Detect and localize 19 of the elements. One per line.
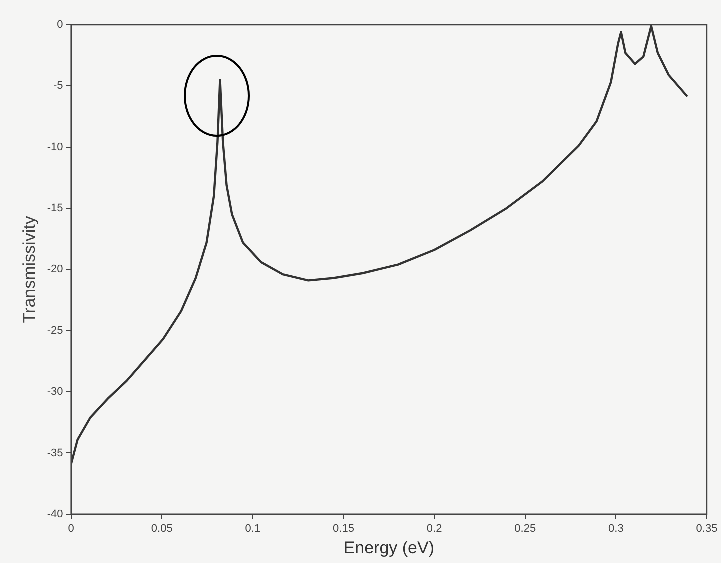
x-tick-label: 0.3 xyxy=(608,523,624,536)
y-tick-label: 0 xyxy=(57,19,64,32)
y-tick-label: -40 xyxy=(47,508,64,520)
y-tick-label: -15 xyxy=(47,202,64,215)
y-tick-label: -5 xyxy=(54,80,64,92)
x-tick-label: 0.15 xyxy=(333,523,354,536)
x-tick-label: 0.35 xyxy=(696,523,718,536)
x-tick-label: 0 xyxy=(68,523,74,536)
y-tick-label: -30 xyxy=(47,386,64,398)
x-tick-label: 0.2 xyxy=(426,523,442,536)
y-axis-title: Transmissivity xyxy=(20,216,39,324)
y-tick-label: -10 xyxy=(47,141,64,154)
x-axis-title: Energy (eV) xyxy=(344,538,434,558)
x-tick-label: 0.25 xyxy=(514,523,536,536)
y-tick-label: -20 xyxy=(47,264,64,276)
x-tick-label: 0.1 xyxy=(245,523,261,536)
x-tick-label: 0.05 xyxy=(151,523,173,536)
y-tick-label: -35 xyxy=(47,447,64,460)
y-tick-label: -25 xyxy=(47,324,64,337)
